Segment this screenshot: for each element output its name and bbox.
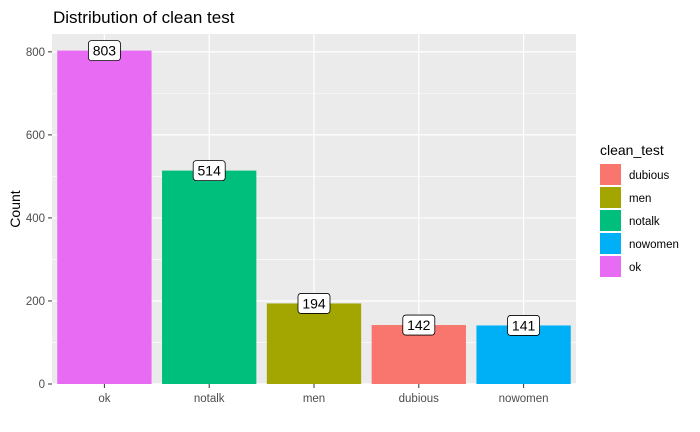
- legend-label: ok: [629, 262, 641, 274]
- data-label-text: 142: [407, 317, 431, 333]
- x-axis: ok notalk men dubious nowomen: [98, 384, 549, 405]
- data-label-box: [507, 315, 541, 336]
- y-tick-label: 200: [26, 296, 45, 308]
- data-labels: 803 514 194 142 141: [88, 40, 541, 336]
- data-label: 803: [88, 40, 121, 62]
- legend-key: [600, 233, 621, 254]
- legend-key: [600, 210, 621, 231]
- legend-title: clean_test: [600, 142, 664, 158]
- data-label-text: 194: [302, 295, 326, 311]
- legend-key: [600, 256, 621, 277]
- data-label-text: 514: [198, 163, 222, 179]
- y-tick-label: 400: [26, 213, 45, 225]
- legend-item-nowomen: nowomen: [600, 233, 679, 254]
- legend-label: notalk: [629, 216, 660, 228]
- y-axis-title: Count: [7, 190, 23, 227]
- data-label-text: 803: [93, 43, 117, 59]
- data-label-box: [402, 314, 436, 336]
- x-tick-label: dubious: [399, 393, 440, 405]
- x-tick-label: ok: [98, 393, 110, 405]
- data-label: 141: [507, 315, 541, 336]
- legend: clean_test dubious men notalk nowomen ok: [600, 142, 679, 277]
- legend-key: [600, 164, 621, 185]
- y-tick-label: 600: [26, 130, 45, 142]
- bar-notalk: [162, 170, 257, 384]
- legend-label: nowomen: [629, 239, 679, 251]
- data-label: 514: [192, 160, 226, 181]
- data-label-box: [297, 293, 331, 314]
- legend-item-men: men: [600, 187, 651, 208]
- legend-item-notalk: notalk: [600, 210, 660, 231]
- data-label-box: [88, 40, 121, 62]
- x-tick-label: notalk: [194, 393, 225, 405]
- y-tick-label: 800: [26, 47, 45, 59]
- x-tick-label: nowomen: [499, 393, 549, 405]
- data-label: 194: [297, 293, 331, 314]
- x-tick-label: men: [303, 393, 325, 405]
- data-label-box: [192, 160, 226, 181]
- bar-men: [266, 303, 362, 384]
- y-tick-label: 0: [39, 379, 45, 391]
- chart-title: Distribution of clean test: [53, 8, 235, 27]
- bars: [57, 50, 571, 384]
- data-label: 142: [402, 314, 436, 336]
- legend-item-ok: ok: [600, 256, 641, 277]
- y-axis: 0 200 400 600 800: [26, 47, 52, 391]
- legend-item-dubious: dubious: [600, 164, 670, 185]
- legend-key: [600, 187, 621, 208]
- bar-ok: [57, 50, 152, 384]
- data-label-text: 141: [512, 317, 536, 333]
- legend-label: dubious: [629, 170, 670, 182]
- legend-label: men: [629, 193, 651, 205]
